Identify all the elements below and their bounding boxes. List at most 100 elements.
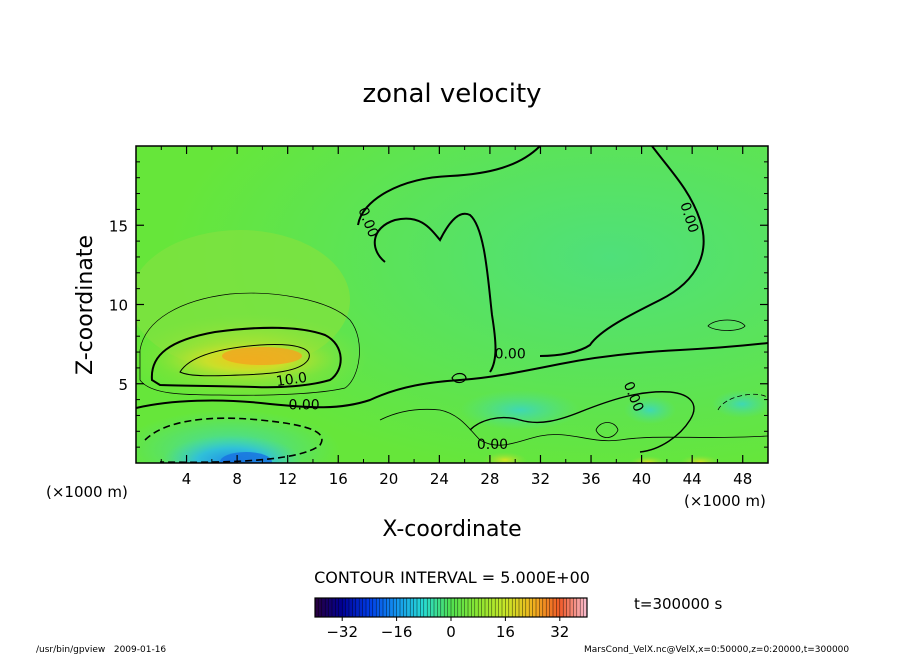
colorbar-cell <box>512 598 516 617</box>
x-tick-label: 40 <box>632 470 651 488</box>
colorbar-cell <box>410 598 414 617</box>
colorbar-cell <box>498 598 503 617</box>
colorbar-cell <box>372 598 377 617</box>
contour-label: 10.0 <box>275 370 308 390</box>
colorbar-cell <box>420 598 425 617</box>
x-unit-left: (×1000 m) <box>46 483 128 501</box>
colorbar <box>314 597 588 618</box>
colorbar-cell <box>376 598 380 617</box>
contour-small-loop2 <box>595 422 619 438</box>
colorbar-cell <box>570 598 574 617</box>
field-jet-max <box>222 347 302 365</box>
colorbar-cell <box>315 598 319 617</box>
colorbar-cell <box>366 598 370 617</box>
y-tick-label: 5 <box>118 376 128 394</box>
y-axis-ticks: 5 10 15 <box>109 161 768 448</box>
contour-zero-hook <box>373 212 497 373</box>
colorbar-cell <box>491 598 496 617</box>
colorbar-cell <box>454 598 459 617</box>
colorbar-cell <box>389 598 394 617</box>
colorbar-cell <box>352 598 357 617</box>
x-tick-label: 12 <box>278 470 297 488</box>
colorbar-cell <box>576 598 581 617</box>
colorbar-cell <box>328 598 333 617</box>
colorbar-cell <box>481 598 486 617</box>
colorbar-tick-label: 16 <box>496 623 515 641</box>
colorbar-cell <box>485 598 489 617</box>
colorbar-cell <box>474 598 479 617</box>
colorbar-cell <box>566 598 571 617</box>
x-tick-label: 48 <box>733 470 752 488</box>
colorbar-cell <box>505 598 510 617</box>
colorbar-cell <box>335 598 340 617</box>
colorbar-cell <box>440 598 445 617</box>
contour-small-right1 <box>707 319 746 331</box>
contour-jet-5 <box>139 292 360 396</box>
colorbar-tick-label: 0 <box>446 623 456 641</box>
colorbar-cell <box>369 598 374 617</box>
x-tick-label: 36 <box>581 470 600 488</box>
colorbar-cell <box>396 598 401 617</box>
colorbar-cell <box>434 598 438 617</box>
colorbar-cell <box>386 598 391 617</box>
y-tick-label: 10 <box>109 297 128 315</box>
colorbar-cell <box>546 598 550 617</box>
colorbar-cell <box>529 598 533 617</box>
colorbar-cell <box>559 598 564 617</box>
colorbar-cell <box>430 598 435 617</box>
colorbar-cell <box>447 598 452 617</box>
colorbar-cell <box>451 598 455 617</box>
colorbar-cell <box>325 598 329 617</box>
colorbar-cell <box>444 598 448 617</box>
contour-bottom-zero <box>469 391 695 453</box>
colorbar-cell <box>563 598 567 617</box>
colorbar-cell <box>522 598 527 617</box>
colorbar-cell <box>468 598 472 617</box>
contour-neg-dashed <box>144 417 323 463</box>
contour-zero-upper <box>357 146 541 226</box>
colorbar-cell <box>536 598 540 617</box>
contour-label-group: 0.00 <box>289 397 320 413</box>
colorbar-cell <box>379 598 384 617</box>
colorbar-cell <box>539 598 544 617</box>
time-label: t=300000 s <box>634 595 722 613</box>
footer-left: /usr/bin/gpview 2009-01-16 <box>36 645 166 654</box>
field-cyan-40 <box>624 396 676 424</box>
colorbar-cell <box>525 598 530 617</box>
colorbar-cell <box>355 598 360 617</box>
contour-zero-lower <box>136 342 768 409</box>
colorbar-cell <box>457 598 462 617</box>
colorbar-cell <box>338 598 343 617</box>
colorbar-cell <box>417 598 421 617</box>
colorbar-cell <box>573 598 578 617</box>
colorbar-cell <box>553 598 557 617</box>
colorbar-cell <box>556 598 561 617</box>
contour-label: 0.00 <box>477 437 508 453</box>
colorbar-tick-label: −32 <box>326 623 358 641</box>
colorbar-cell <box>532 598 537 617</box>
colorbar-tick-label: 32 <box>550 623 569 641</box>
y-tick-label: 15 <box>109 217 128 235</box>
colorbar-cell <box>542 598 547 617</box>
colorbar-cell <box>478 598 482 617</box>
contour-label-group: 10.0 <box>275 370 308 390</box>
colorbar-cell <box>427 598 431 617</box>
colorbar-cell <box>342 598 346 617</box>
x-unit-right: (×1000 m) <box>684 492 766 510</box>
colorbar-cell <box>406 598 411 617</box>
colorbar-cell <box>393 598 397 617</box>
colorbar-cell <box>349 598 353 617</box>
colorbar-ticks: −32 −16 0 16 32 <box>326 617 569 641</box>
contour-small-loop1 <box>451 372 467 384</box>
contour-neg-right <box>717 393 768 411</box>
x-tick-label: 44 <box>683 470 702 488</box>
colorbar-cell <box>400 598 404 617</box>
colorbar-cell <box>383 598 387 617</box>
colorbar-cell <box>345 598 350 617</box>
colorbar-cell <box>318 598 323 617</box>
colorbar-cell <box>413 598 418 617</box>
colorbar-cell <box>515 598 520 617</box>
colorbar-cell <box>332 598 336 617</box>
colorbar-cell <box>549 598 554 617</box>
